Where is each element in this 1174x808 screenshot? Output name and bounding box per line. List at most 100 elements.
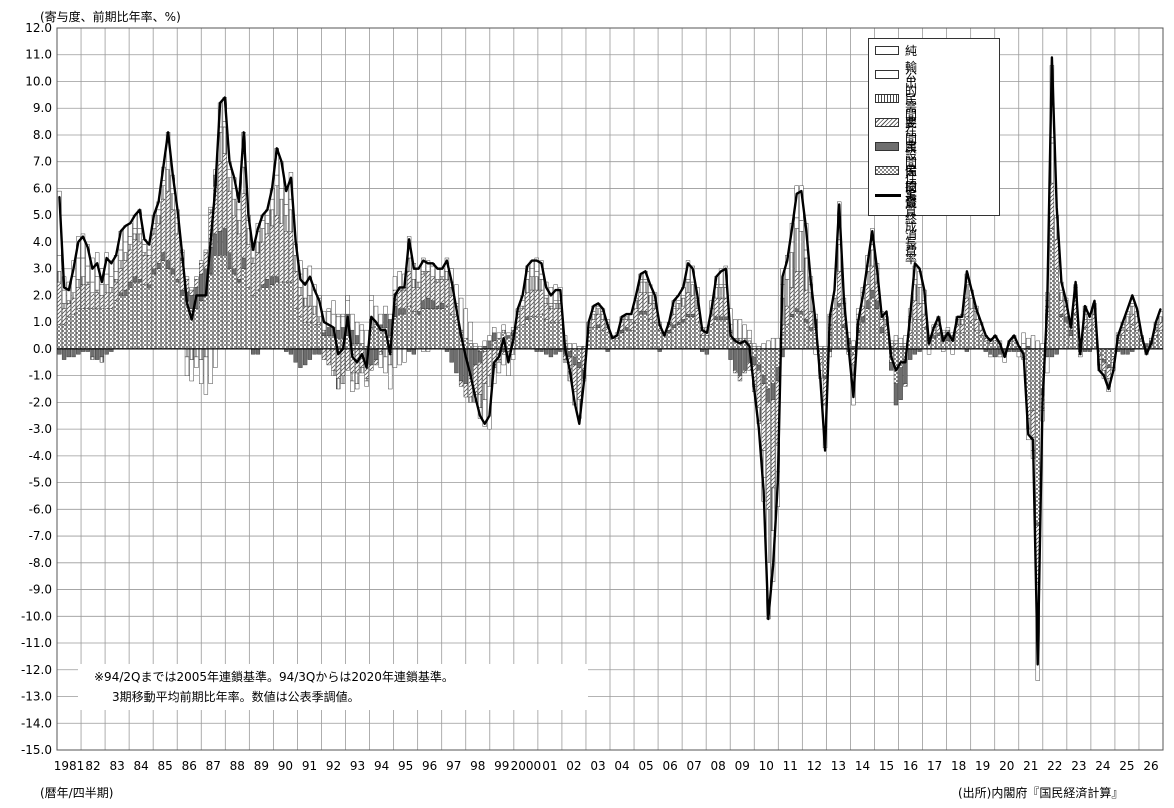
bar-segment	[596, 308, 601, 315]
bar-segment	[799, 231, 804, 272]
x-tick-label: 99	[494, 759, 509, 773]
bar-segment	[978, 329, 984, 336]
bar-segment	[71, 292, 76, 299]
bar-segment	[411, 348, 417, 355]
y-tick-label: -12.0	[21, 663, 52, 677]
bar-segment	[354, 383, 360, 390]
bar-segment	[1101, 359, 1107, 363]
bar-segment	[548, 321, 554, 350]
bar-segment	[373, 348, 379, 360]
x-tick-label: 82	[85, 759, 100, 773]
growth-point	[1155, 321, 1157, 323]
bar-segment	[411, 287, 417, 312]
legend-swatch-private-inventory	[875, 94, 899, 103]
bar-segment	[841, 327, 847, 350]
bar-segment	[822, 348, 828, 376]
bar-segment	[1054, 268, 1059, 350]
bar-segment	[260, 284, 265, 288]
bar-segment	[137, 279, 142, 283]
bar-segment	[208, 273, 213, 350]
legend-swatch-private-consumption	[875, 166, 899, 175]
x-tick-label: 25	[1119, 759, 1134, 773]
bar-segment	[284, 281, 289, 350]
bar-segment	[770, 337, 776, 350]
growth-point	[989, 340, 992, 342]
bar-segment	[312, 313, 317, 326]
bar-segment	[718, 268, 724, 285]
growth-point	[805, 227, 807, 230]
growth-point	[838, 203, 840, 206]
legend-swatch-public-demand	[875, 70, 899, 79]
bar-segment	[629, 321, 634, 331]
growth-point	[129, 222, 131, 224]
growth-point	[1160, 308, 1162, 310]
bar-segment	[284, 214, 289, 232]
bar-segment	[1130, 313, 1135, 326]
bar-segment	[449, 348, 454, 363]
bar-segment	[837, 271, 842, 304]
bar-segment	[832, 308, 837, 323]
growth-point	[91, 268, 94, 270]
bar-segment	[917, 287, 922, 304]
bar-segment	[430, 276, 435, 301]
bar-segment	[288, 348, 294, 355]
bar-segment	[988, 343, 993, 350]
plot-frame	[56, 27, 1164, 751]
growth-point	[380, 329, 382, 331]
bar-segment	[198, 263, 204, 275]
bar-segment	[175, 233, 180, 280]
bar-segment	[340, 313, 346, 318]
bar-segment	[331, 348, 336, 371]
bar-segment	[865, 284, 870, 301]
bar-segment	[756, 364, 762, 371]
growth-point	[592, 305, 595, 307]
growth-point	[597, 302, 599, 305]
bar-segment	[147, 249, 152, 256]
bar-segment	[250, 263, 256, 296]
growth-point	[82, 235, 84, 238]
bar-segment	[354, 343, 360, 350]
growth-point	[1089, 316, 1091, 318]
bar-segment	[1106, 348, 1111, 366]
growth-point	[1008, 340, 1010, 342]
bar-segment	[520, 324, 525, 350]
bar-segment	[156, 222, 161, 264]
bar-segment	[161, 260, 166, 350]
legend-label-private-housing: 民間住宅	[905, 140, 918, 202]
x-tick-label: 95	[398, 759, 413, 773]
bar-segment	[501, 329, 506, 334]
bar-segment	[425, 297, 431, 310]
bar-segment	[974, 329, 979, 350]
bar-segment	[440, 303, 445, 310]
y-tick-label: -6.0	[29, 502, 52, 516]
bar-segment	[284, 231, 289, 283]
bar-segment	[435, 281, 440, 307]
bar-segment	[643, 281, 648, 293]
bar-segment	[1125, 321, 1130, 331]
bar-segment	[544, 295, 549, 299]
growth-point	[139, 209, 141, 211]
bar-segment	[785, 268, 790, 280]
bar-segment	[57, 271, 62, 283]
bar-segment	[690, 295, 695, 315]
bar-segment	[265, 214, 270, 224]
bar-segment	[614, 337, 620, 350]
bar-segment	[279, 188, 284, 200]
bar-segment	[128, 236, 133, 245]
bar-segment	[232, 268, 237, 275]
bar-segment	[336, 378, 341, 390]
growth-point	[1150, 342, 1152, 345]
growth-point	[1060, 281, 1062, 283]
bar-segment	[416, 281, 421, 288]
growth-point	[120, 230, 122, 232]
bar-segment	[458, 380, 464, 387]
bar-segment	[359, 367, 365, 374]
bar-segment	[803, 257, 809, 291]
note-line-1: ※94/2Qまでは2005年連鎖基準。94/3Qからは2020年連鎖基準。	[94, 670, 454, 684]
growth-point	[810, 281, 812, 283]
bar-segment	[194, 356, 199, 368]
bar-segment	[969, 308, 974, 323]
growth-point	[257, 227, 259, 230]
bar-segment	[808, 327, 814, 331]
bar-segment	[865, 308, 870, 350]
